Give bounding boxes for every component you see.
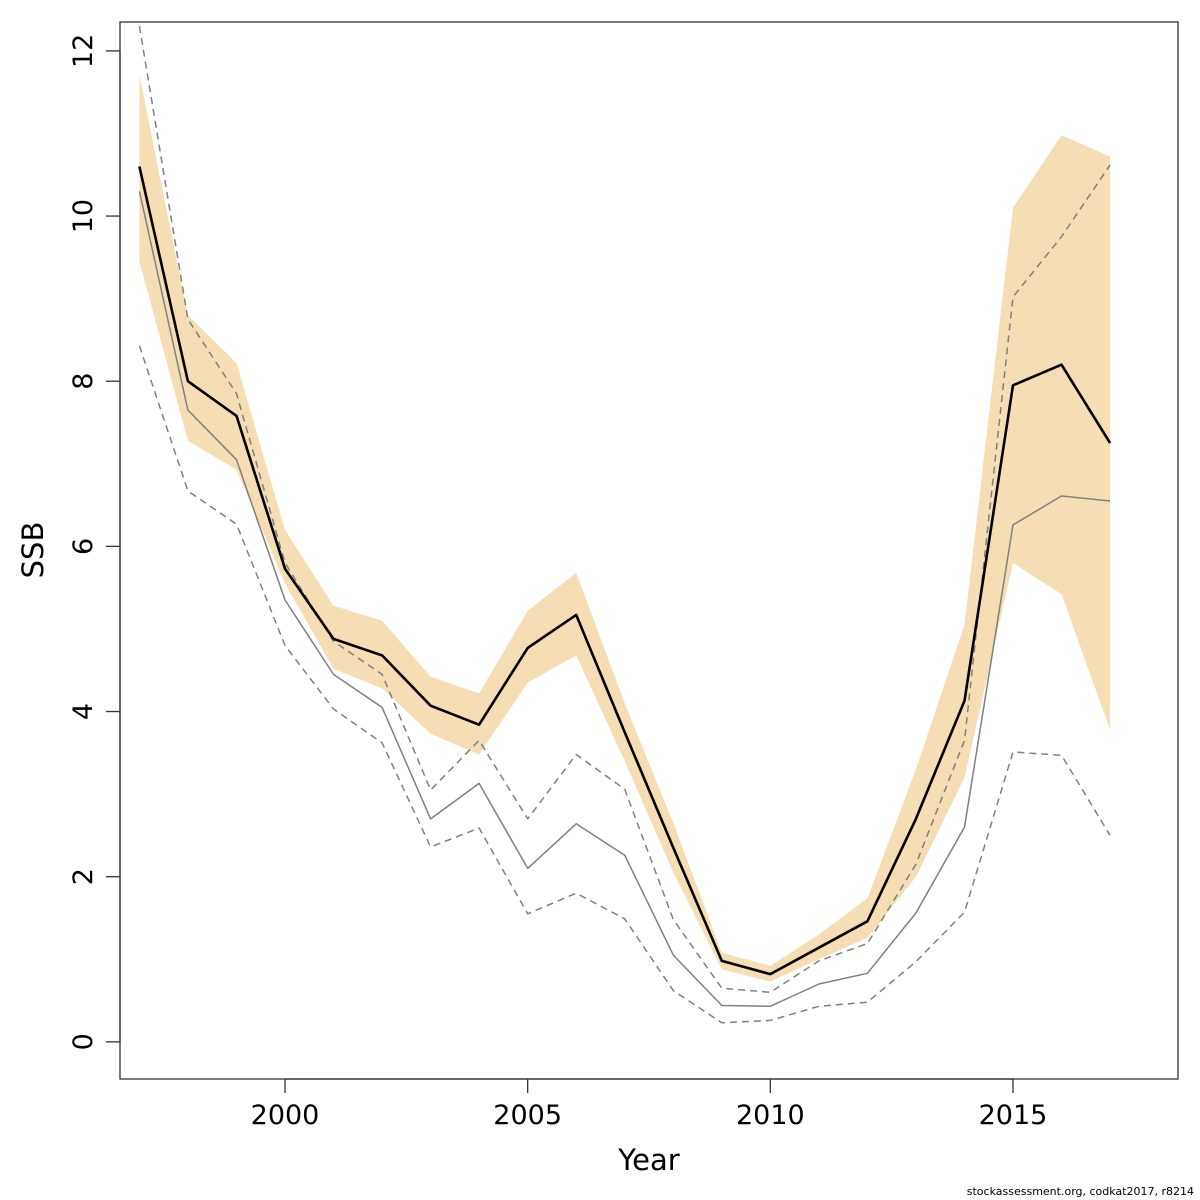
y-tick-label: 4 (68, 703, 99, 720)
x-tick-label: 2010 (736, 1100, 805, 1131)
confidence-band (139, 75, 1111, 982)
axes: 2000 2005 2010 2015 0 2 4 6 8 10 12 (68, 34, 1047, 1131)
y-tick-label: 2 (68, 868, 99, 885)
x-tick-label: 2015 (979, 1100, 1048, 1131)
footnote: stockassessment.org, codkat2017, r8214 (967, 1185, 1194, 1198)
x-axis-title: Year (617, 1143, 679, 1177)
plot-area (138, 25, 1112, 1024)
y-tick-label: 10 (68, 199, 99, 233)
y-tick-label: 8 (68, 373, 99, 390)
y-tick-label: 6 (68, 538, 99, 555)
x-tick-label: 2000 (251, 1100, 320, 1131)
y-tick-label: 0 (68, 1033, 99, 1050)
series-line-estimate (138, 166, 1112, 976)
x-tick-label: 2005 (493, 1100, 562, 1131)
y-axis-title: SSB (16, 522, 50, 579)
series-line-comparison-upper (138, 25, 1111, 994)
y-tick-label: 12 (68, 34, 99, 68)
series-line-comparison-lower (138, 345, 1111, 1024)
series-line-comparison (138, 191, 1111, 1008)
